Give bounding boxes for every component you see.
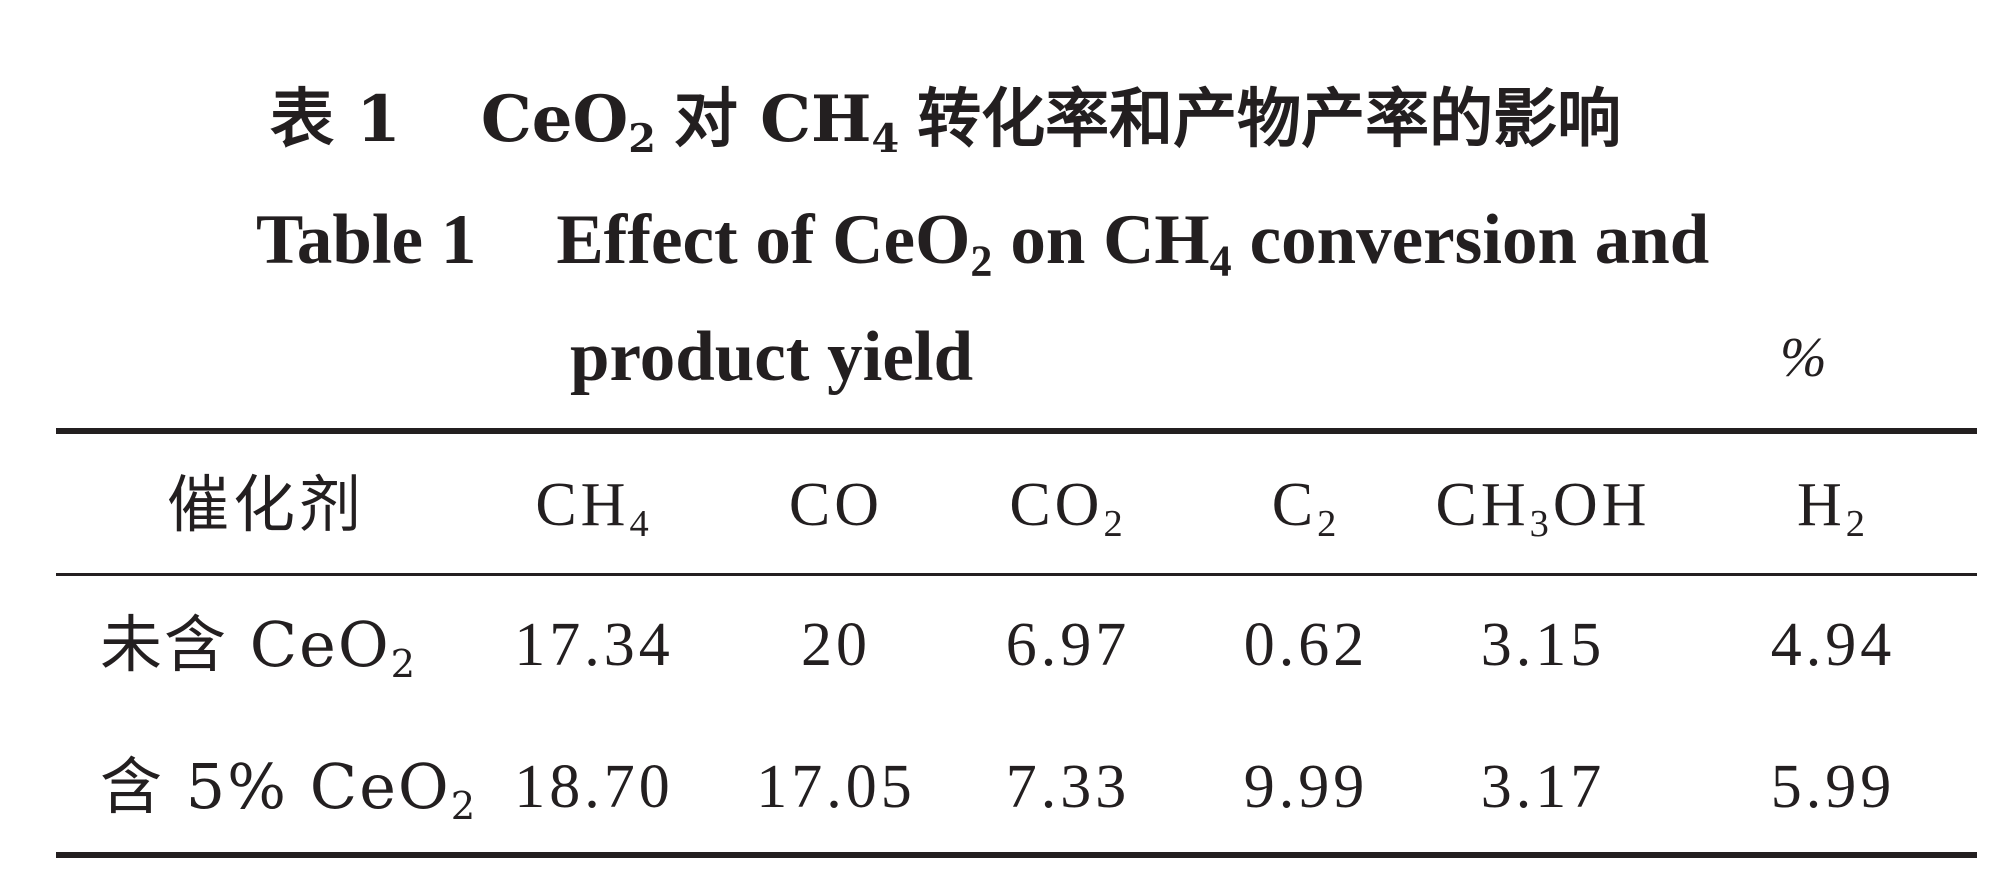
row2-co2-value: 7.33: [1005, 753, 1131, 821]
title-cn-mid: 对 CH: [673, 82, 872, 157]
header-ch4-label: CH: [535, 471, 630, 539]
table-title-english-line2: product yield: [570, 318, 974, 396]
header-h2-label: H: [1797, 471, 1846, 539]
title-en-ch4-subscript: 4: [1209, 236, 1232, 286]
table-title-chinese: 表 1 CeO2 对 CH4 转化率和产物产率的影响: [270, 88, 1621, 159]
row1-c2-value: 0.62: [1243, 611, 1369, 679]
header-ch4-subscript: 4: [629, 502, 653, 545]
title-en-prefix: Table 1: [256, 201, 477, 279]
header-ch3oh-label: CH: [1435, 471, 1530, 539]
header-c2-subscript: 2: [1317, 502, 1341, 545]
row1-ch3oh-value: 3.15: [1480, 611, 1606, 679]
title-en-ceo2-subscript: 2: [970, 236, 993, 286]
title-cn-rest: 转化率和产物产率的影响: [917, 82, 1622, 157]
table-title-english: Table 1 Effect of CeO2 on CH4 conversion an…: [256, 205, 1709, 283]
row2-c2-value: 9.99: [1243, 753, 1369, 821]
header-c2: C2: [1271, 471, 1341, 543]
table-unit: %: [1780, 327, 1827, 389]
title-en-mid: on CH: [1010, 201, 1210, 279]
header-h2: H2: [1797, 471, 1869, 543]
row2-h2-value: 5.99: [1770, 753, 1896, 821]
row2-ch4-value: 18.70: [514, 753, 674, 821]
header-co2: CO2: [1009, 471, 1126, 543]
row2-catalyst: 含 5% CeO2: [100, 756, 477, 826]
header-co2-subscript: 2: [1103, 502, 1127, 545]
title-en-rest: conversion and: [1249, 201, 1710, 279]
row1-co-value: 20: [801, 611, 871, 679]
row2-catalyst-subscript: 2: [450, 783, 478, 829]
table-bottom-rule: [56, 852, 1977, 858]
row2-co-value: 17.05: [756, 753, 916, 821]
title-cn-ceo2: CeO: [480, 82, 629, 157]
row2-ch3oh-value: 3.17: [1480, 753, 1606, 821]
header-co-label: CO: [788, 471, 884, 539]
row1-h2-value: 4.94: [1770, 611, 1896, 679]
header-co: CO: [789, 474, 883, 536]
header-catalyst: 催化剂: [167, 474, 365, 536]
title-cn-ch4-subscript: 4: [871, 116, 900, 163]
title-cn-ceo2-subscript: 2: [628, 116, 656, 163]
row1-co2-value: 6.97: [1005, 611, 1131, 679]
table-header-rule: [56, 573, 1977, 576]
header-ch3oh: CH3OH: [1435, 471, 1651, 543]
header-ch3oh-subscript: 3: [1529, 502, 1553, 545]
header-co2-label: CO: [1009, 471, 1104, 539]
table-top-rule: [56, 428, 1977, 434]
header-ch4: CH4: [535, 471, 652, 543]
row1-catalyst-subscript: 2: [390, 641, 418, 687]
title-cn-prefix: 表 1: [270, 82, 401, 157]
header-h2-subscript: 2: [1845, 502, 1869, 545]
row2-catalyst-label: 含 5% CeO: [100, 750, 451, 823]
header-catalyst-label: 催化剂: [166, 468, 366, 541]
row1-ch4-value: 17.34: [514, 611, 674, 679]
row1-catalyst: 未含 CeO2: [100, 614, 417, 684]
header-ch3oh-tail: OH: [1552, 471, 1651, 539]
header-c2-label: C: [1271, 471, 1318, 539]
row1-catalyst-label: 未含 CeO: [100, 608, 391, 681]
title-en-effect: Effect of CeO: [556, 201, 971, 279]
